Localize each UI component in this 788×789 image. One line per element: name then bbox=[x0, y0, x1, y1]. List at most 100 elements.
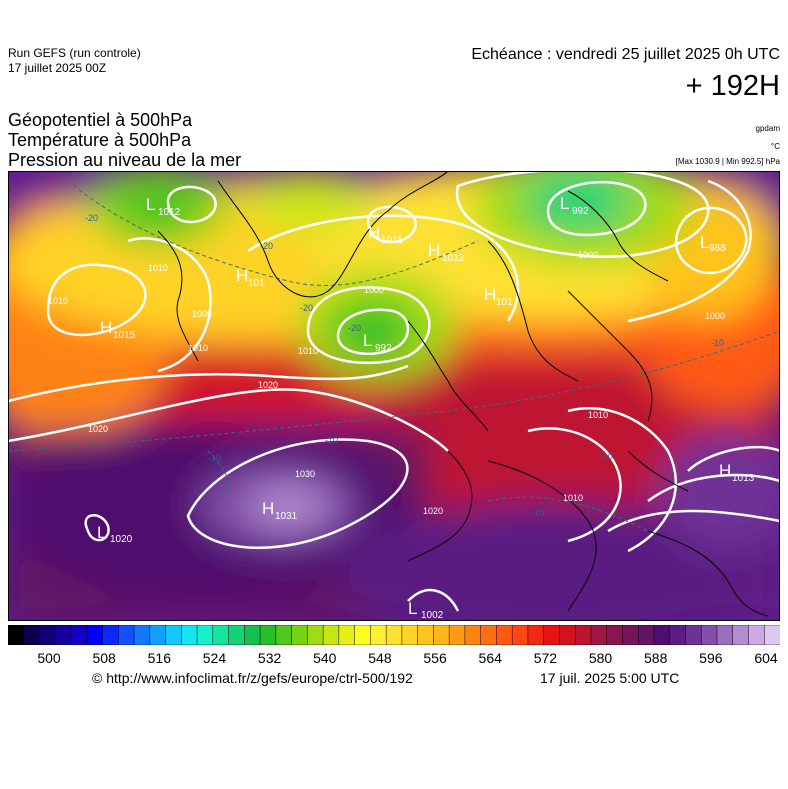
color-swatch bbox=[275, 625, 293, 645]
pressure-center-letter: L bbox=[560, 194, 569, 213]
color-swatch bbox=[23, 625, 41, 645]
color-swatch bbox=[259, 625, 277, 645]
pressure-center-letter: L bbox=[363, 331, 372, 350]
color-scale-tick-label: 596 bbox=[699, 650, 723, 666]
isobar-label: 1000 bbox=[578, 250, 598, 260]
temperature-label: -20 bbox=[85, 213, 98, 223]
pressure-center-letter: H bbox=[100, 318, 112, 337]
color-swatch bbox=[118, 625, 135, 645]
pressure-center-letter: H bbox=[236, 266, 248, 285]
pressure-center-value: 988 bbox=[709, 243, 726, 254]
color-swatch bbox=[543, 625, 561, 645]
map-canvas: L 1012 H 1011 H 1012 L 992 L 988 H 1015 … bbox=[8, 171, 780, 621]
color-swatch bbox=[70, 625, 88, 645]
weather-map[interactable]: L 1012 H 1011 H 1012 L 992 L 988 H 1015 … bbox=[8, 171, 780, 621]
color-swatch bbox=[622, 625, 639, 645]
isobar-lines bbox=[8, 171, 780, 612]
pressure-center-value: 1002 bbox=[421, 610, 444, 621]
isobar-labels: 1010 1006 1010 1010 1020 1020 1000 1010 … bbox=[48, 250, 725, 516]
color-swatch bbox=[716, 625, 734, 645]
pressure-center-value: 101 bbox=[496, 297, 513, 308]
param-geopotential: Géopotentiel à 500hPa bbox=[8, 110, 193, 130]
temperature-label: -10 bbox=[531, 508, 544, 518]
color-scale-tick-label: 588 bbox=[644, 650, 668, 666]
color-swatch bbox=[401, 625, 419, 645]
color-swatch bbox=[637, 625, 655, 645]
color-swatch bbox=[181, 625, 198, 645]
isobar-label: 1000 bbox=[364, 285, 384, 295]
color-swatch bbox=[133, 625, 151, 645]
lead-time: + 192H bbox=[685, 70, 780, 102]
param-pressure: Pression au niveau de la mer bbox=[8, 150, 242, 170]
temperature-labels: -20 -20 -20 -20 -10 -10 -10 -10 -10 bbox=[85, 213, 724, 518]
color-swatch bbox=[86, 625, 104, 645]
color-swatch bbox=[496, 625, 513, 645]
credit-url[interactable]: © http://www.infoclimat.fr/z/gefs/europe… bbox=[92, 670, 413, 686]
pressure-center-value: 992 bbox=[572, 206, 589, 217]
color-scale-tick-label: 572 bbox=[533, 650, 558, 666]
color-swatch bbox=[748, 625, 765, 645]
color-swatch bbox=[322, 625, 340, 645]
coastlines bbox=[157, 171, 769, 617]
color-scale-tick-label: 508 bbox=[92, 650, 116, 666]
pressure-center-letter: H bbox=[262, 499, 274, 518]
run-label: Run GEFS (run controle) bbox=[8, 46, 141, 60]
temperature-label: -10 bbox=[600, 451, 613, 461]
color-swatch bbox=[196, 625, 214, 645]
color-scale-bar bbox=[8, 625, 780, 645]
pressure-center-letter: L bbox=[408, 599, 417, 618]
isobar-label: 1010 bbox=[298, 346, 318, 356]
pressure-centers: L 1012 H 1011 H 1012 L 992 L 988 H 1015 … bbox=[97, 194, 755, 621]
color-swatch bbox=[338, 625, 356, 645]
color-scale-tick-label: 524 bbox=[202, 650, 227, 666]
color-swatch bbox=[370, 625, 387, 645]
pressure-center-value: 1013 bbox=[732, 473, 755, 484]
temperature-label: -10 bbox=[208, 453, 221, 463]
color-swatch bbox=[606, 625, 624, 645]
isobar-label: 1020 bbox=[423, 506, 443, 516]
color-swatch bbox=[149, 625, 167, 645]
color-swatch bbox=[732, 625, 750, 645]
color-swatch bbox=[653, 625, 671, 645]
color-scale-tick-label: 604 bbox=[754, 650, 778, 666]
pressure-center-value: 101 bbox=[248, 278, 265, 289]
temperature-label: -20 bbox=[348, 323, 361, 333]
color-swatch bbox=[480, 625, 498, 645]
pressure-center-letter: H bbox=[428, 241, 440, 260]
color-scale-tick-label: 532 bbox=[257, 650, 282, 666]
pressure-center-letter: L bbox=[97, 523, 106, 542]
temperature-label: -10 bbox=[325, 435, 338, 445]
color-swatch bbox=[228, 625, 246, 645]
isobar-label: 1010 bbox=[48, 296, 68, 306]
credit-timestamp: 17 juil. 2025 5:00 UTC bbox=[540, 670, 680, 686]
color-swatch bbox=[700, 625, 718, 645]
isobar-label: 1010 bbox=[563, 493, 583, 503]
unit-pressure-range: [Max 1030.9 | Min 992.5] hPa bbox=[675, 157, 780, 166]
color-swatch bbox=[511, 625, 529, 645]
color-swatch bbox=[39, 625, 57, 645]
color-scale-tick-label: 516 bbox=[147, 650, 171, 666]
pressure-center-value: 1015 bbox=[113, 330, 136, 341]
color-scale-tick-label: 556 bbox=[423, 650, 447, 666]
isobar-label: 1020 bbox=[88, 424, 108, 434]
pressure-center-letter: L bbox=[700, 233, 709, 252]
unit-geopotential: gpdam bbox=[755, 124, 780, 133]
param-temperature: Température à 500hPa bbox=[8, 130, 192, 150]
temperature-label: -20 bbox=[300, 303, 313, 313]
isobar-label: 1010 bbox=[588, 410, 608, 420]
pressure-center-value: 1012 bbox=[158, 207, 181, 218]
color-swatch bbox=[685, 625, 702, 645]
temperature-label: -20 bbox=[260, 241, 273, 251]
color-swatch bbox=[574, 625, 592, 645]
pressure-center-value: 1020 bbox=[110, 534, 133, 545]
color-swatch bbox=[102, 625, 120, 645]
color-swatch bbox=[590, 625, 608, 645]
color-swatch bbox=[385, 625, 403, 645]
map-frame bbox=[8, 171, 780, 621]
color-swatch bbox=[669, 625, 687, 645]
color-swatch bbox=[354, 625, 372, 645]
color-swatch bbox=[448, 625, 466, 645]
pressure-center-letter: H bbox=[719, 461, 731, 480]
pressure-center-value: 1031 bbox=[275, 511, 298, 522]
color-scale-tick-label: 500 bbox=[37, 650, 61, 666]
